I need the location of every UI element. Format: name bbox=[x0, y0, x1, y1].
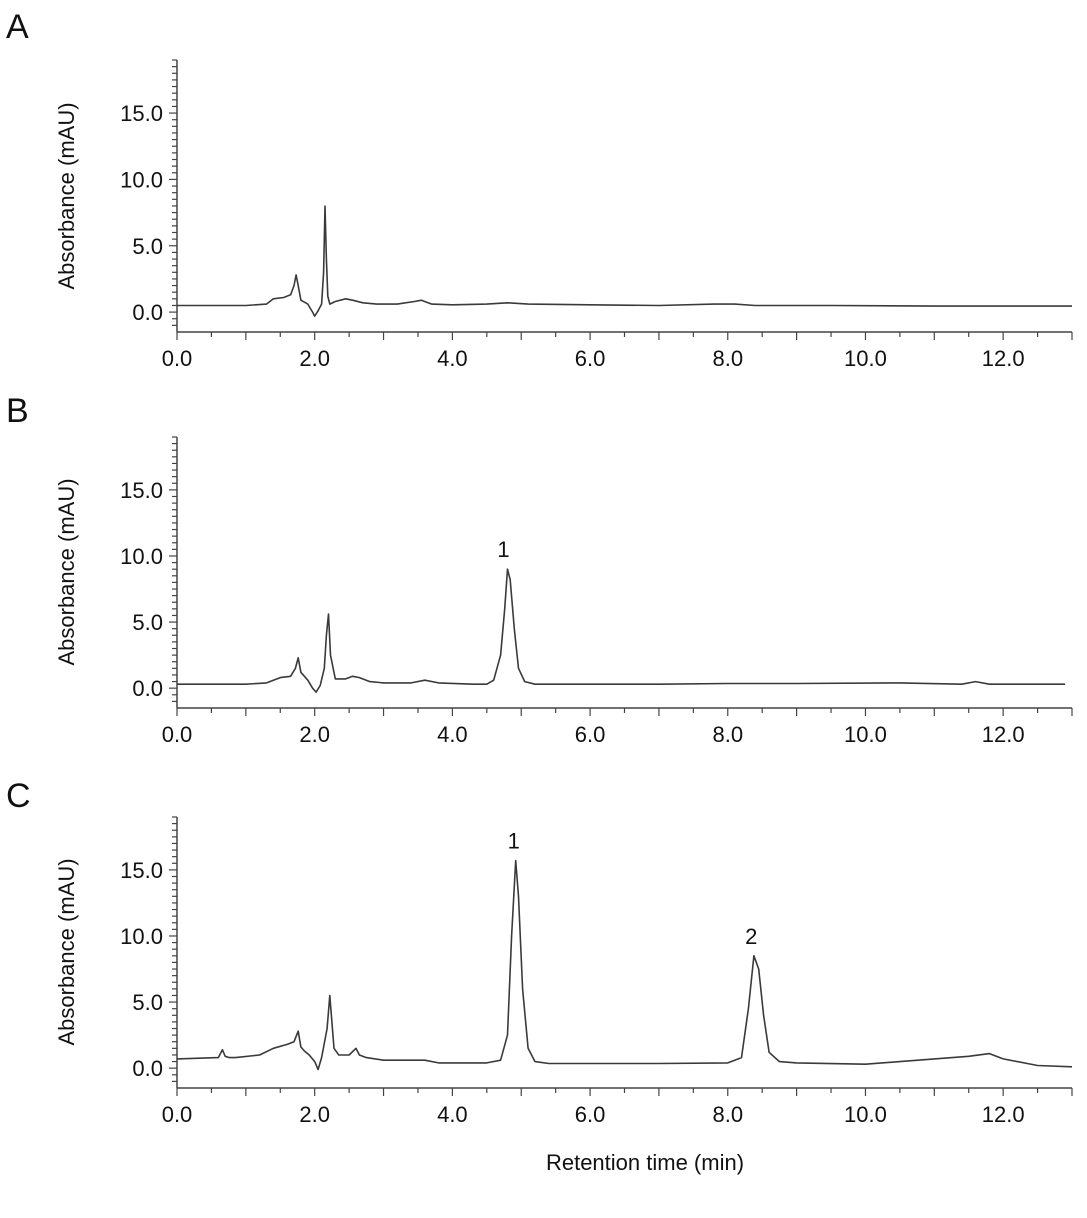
x-tick-label-c: 6.0 bbox=[575, 1102, 606, 1127]
x-tick-label-c: 2.0 bbox=[299, 1102, 330, 1127]
x-tick-label-c: 12.0 bbox=[982, 1102, 1025, 1127]
x-tick-label-c: 8.0 bbox=[712, 1102, 743, 1127]
panel-c: C Absorbance (mAU) Retention time (min) … bbox=[6, 777, 1073, 1175]
x-tick-label-b: 4.0 bbox=[437, 722, 468, 747]
panel-b: B Absorbance (mAU) 0.0 2.0 4.0 6.0 8.0 10.0 12… bbox=[6, 392, 1073, 747]
chromatogram-trace-b bbox=[177, 568, 1066, 693]
chromatogram-trace-c bbox=[176, 859, 1073, 1071]
x-tick-label-a: 4.0 bbox=[437, 346, 468, 371]
y-tick-label-a: 5.0 bbox=[132, 234, 163, 259]
panel-letter-a: A bbox=[6, 8, 29, 46]
x-tick-label-b: 12.0 bbox=[982, 722, 1025, 747]
y-axis-title-c: Absorbance (mAU) bbox=[54, 858, 79, 1045]
x-tick-label-a: 12.0 bbox=[982, 346, 1025, 371]
peak-label-c: 2 bbox=[745, 924, 757, 949]
x-tick-label-b: 6.0 bbox=[575, 722, 606, 747]
x-tick-label-a: 0.0 bbox=[162, 346, 193, 371]
y-tick-label-b: 5.0 bbox=[132, 610, 163, 635]
y-tick-label-b: 0.0 bbox=[132, 676, 163, 701]
y-tick-label-a: 10.0 bbox=[120, 167, 163, 192]
x-tick-label-c: 4.0 bbox=[437, 1102, 468, 1127]
x-tick-label-a: 8.0 bbox=[712, 346, 743, 371]
peak-label-b: 1 bbox=[497, 537, 509, 562]
y-tick-label-c: 5.0 bbox=[132, 990, 163, 1015]
x-tick-label-a: 6.0 bbox=[575, 346, 606, 371]
y-tick-label-b: 15.0 bbox=[120, 478, 163, 503]
y-axis-title-b: Absorbance (mAU) bbox=[54, 478, 79, 665]
y-tick-label-c: 15.0 bbox=[120, 858, 163, 883]
chromatogram-trace-a bbox=[177, 205, 1072, 317]
panel-letter-b: B bbox=[6, 392, 29, 430]
y-tick-label-a: 0.0 bbox=[132, 300, 163, 325]
x-tick-label-c: 10.0 bbox=[844, 1102, 887, 1127]
x-tick-label-b: 10.0 bbox=[844, 722, 887, 747]
y-tick-label-c: 10.0 bbox=[120, 924, 163, 949]
x-tick-label-b: 0.0 bbox=[162, 722, 193, 747]
panel-letter-c: C bbox=[6, 777, 31, 815]
x-tick-label-b: 8.0 bbox=[712, 722, 743, 747]
y-tick-label-c: 0.0 bbox=[132, 1056, 163, 1081]
x-tick-label-b: 2.0 bbox=[299, 722, 330, 747]
y-tick-label-a: 15.0 bbox=[120, 101, 163, 126]
y-axis-title-a: Absorbance (mAU) bbox=[54, 102, 79, 289]
panel-a: A Absorbance (mAU) 0.0 2.0 4.0 6.0 8.0 10.0 12… bbox=[6, 8, 1073, 371]
x-tick-label-c: 0.0 bbox=[162, 1102, 193, 1127]
peak-label-c: 1 bbox=[508, 829, 520, 854]
x-tick-label-a: 10.0 bbox=[844, 346, 887, 371]
y-tick-label-b: 10.0 bbox=[120, 544, 163, 569]
x-tick-label-a: 2.0 bbox=[299, 346, 330, 371]
x-axis-title: Retention time (min) bbox=[546, 1150, 744, 1175]
